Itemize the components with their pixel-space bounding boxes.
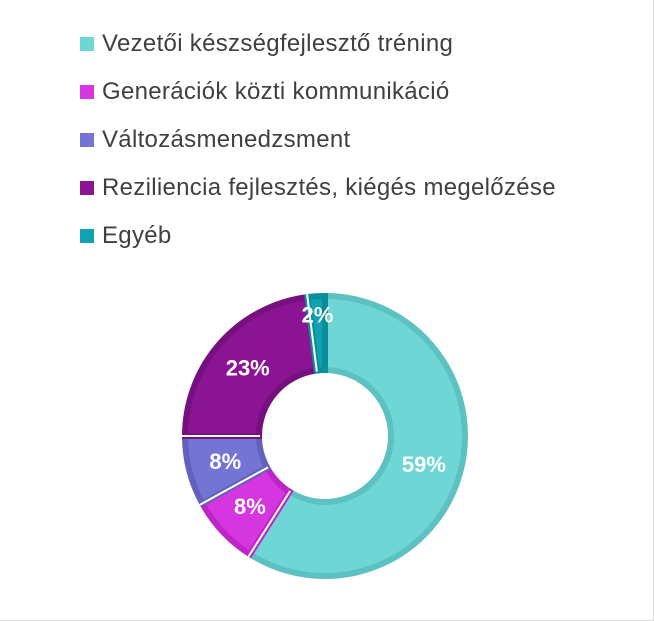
legend-item: Generációk közti kommunikáció [80, 68, 556, 116]
legend-swatch [80, 85, 94, 99]
legend-item: Reziliencia fejlesztés, kiégés megelőzés… [80, 164, 556, 212]
data-label: 8% [209, 449, 241, 474]
donut-slice [245, 292, 468, 579]
legend-swatch [80, 37, 94, 51]
legend-swatch [80, 181, 94, 195]
legend-label: Vezetői készségfejlesztő tréning [102, 30, 454, 57]
legend-swatch [80, 133, 94, 147]
donut-slice [181, 293, 321, 439]
legend-label: Generációk közti kommunikáció [102, 78, 450, 105]
data-label: 23% [226, 355, 270, 380]
legend-label: Változásmenedzsment [102, 126, 351, 153]
legend-label: Reziliencia fejlesztés, kiégés megelőzés… [102, 174, 556, 201]
legend-item: Egyéb [80, 212, 556, 260]
chart-legend: Vezetői készségfejlesztő tréning Generáci… [80, 20, 556, 260]
slice-separator [247, 490, 292, 558]
data-label: 59% [402, 452, 446, 477]
data-label: 2% [302, 303, 334, 328]
legend-item: Vezetői készségfejlesztő tréning [80, 20, 556, 68]
slice-separator [199, 466, 269, 506]
data-label: 8% [234, 494, 266, 519]
legend-label: Egyéb [102, 222, 172, 249]
legend-swatch [80, 229, 94, 243]
legend-item: Változásmenedzsment [80, 116, 556, 164]
slice-separator [306, 294, 318, 372]
